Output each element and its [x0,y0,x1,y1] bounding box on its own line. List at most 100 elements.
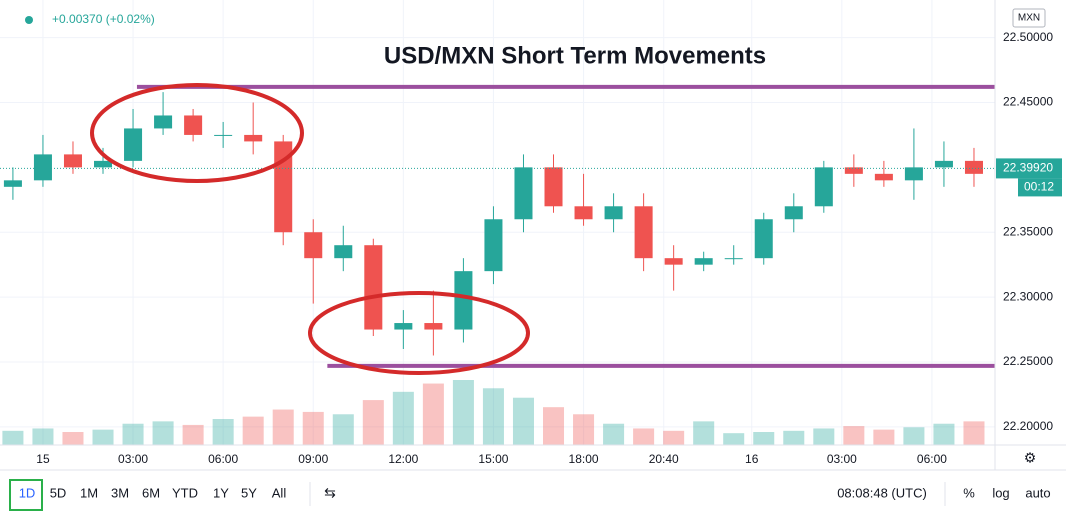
volume-bar [302,411,324,445]
scale-option[interactable]: auto [1025,485,1050,500]
candles [3,92,983,356]
candle-body [484,219,503,272]
candle-body [784,206,803,220]
volume-bar [573,414,595,445]
range-button[interactable]: 5Y [241,485,257,500]
candle-body [724,258,743,260]
volume-bar [422,383,444,445]
volume-bar [963,421,985,445]
selected-range [9,479,43,511]
volume-bar [152,421,174,445]
volume-bar [693,421,715,445]
candle-body [964,160,983,174]
last-price-label: 22.39920 [1003,161,1053,175]
range-button[interactable]: 1Y [213,485,229,500]
status-dot [25,16,33,24]
highlight-ellipse [308,291,530,375]
candle-body [154,115,173,129]
scale-option[interactable]: log [992,485,1009,500]
currency: MXN [1018,13,1040,24]
range-button[interactable]: 5D [50,485,67,500]
change-label: +0.00370 (+0.02%) [52,12,155,26]
currency-badge [1012,8,1046,28]
candle-body [604,206,623,220]
candle-body [634,206,653,259]
candle-body [244,134,263,142]
range-button[interactable]: 3M [111,485,129,500]
candle-body [904,167,923,181]
volume-bar [633,428,655,445]
candle-body [814,167,833,207]
x-tick-label: 15 [36,452,50,466]
candle-body [334,245,353,259]
x-tick-label: 06:00 [208,452,238,466]
volume-bar [242,416,264,445]
volume-bar [122,423,144,445]
volume-bar [933,423,955,445]
candle-body [94,160,113,168]
volume-bar [723,433,745,445]
compare-icon[interactable]: ⇆ [324,485,336,501]
candle-body [574,206,593,220]
candle-body [3,180,22,187]
y-tick-label: 22.45000 [1003,95,1053,109]
candle-body [124,128,143,161]
candle-body [304,232,323,259]
settings-icon[interactable]: ⚙ [1024,450,1037,466]
y-tick-label: 22.30000 [1003,289,1053,303]
candle-body [364,245,383,330]
candle-body [184,115,203,135]
volume-bar [92,429,114,445]
volume-bar [512,397,534,445]
candle-body [424,323,443,330]
range-button[interactable]: 6M [142,485,160,500]
volume-bar [543,407,565,445]
volume [2,380,985,445]
x-tick-label: 12:00 [388,452,418,466]
range-button[interactable]: All [272,485,287,500]
scale-option[interactable]: % [963,485,975,500]
volume-bar [62,432,84,445]
x-tick-label: 16 [745,452,759,466]
chart-title: USD/MXN Short Term Movements [384,42,766,69]
x-tick-label: 15:00 [478,452,508,466]
candle-body [664,258,683,265]
candle-body [844,167,863,174]
candle-body [454,271,473,330]
range-button[interactable]: 1D [19,485,36,500]
clock: 08:08:48 (UTC) [837,485,927,500]
volume-bar [903,427,925,445]
volume-bar [32,428,54,445]
range-button[interactable]: 1M [80,485,98,500]
volume-bar [843,426,865,445]
volume-bar [362,400,384,445]
countdown-badge [1018,178,1062,197]
candle-body [934,160,953,168]
range-button[interactable]: YTD [172,485,198,500]
candle-body [754,219,773,259]
candle-body [694,258,713,265]
volume-bar [212,419,234,445]
candle-body [514,167,533,220]
volume-bar [603,423,625,445]
volume-bar [182,424,204,445]
candle-body [214,134,233,136]
x-tick-label: 03:00 [827,452,857,466]
y-tick-label: 22.20000 [1003,419,1053,433]
y-tick-label: 22.25000 [1003,354,1053,368]
candle-body [33,154,52,181]
x-tick-label: 20:40 [649,452,679,466]
candle-body [544,167,563,207]
candle-body [874,173,893,181]
volume-bar [272,409,294,445]
highlight-ellipse [90,83,304,183]
volume-bar [332,414,354,445]
x-tick-label: 03:00 [118,452,148,466]
volume-bar [392,391,414,445]
volume-bar [783,430,805,445]
volume-bar [753,432,775,445]
candle-body [394,323,413,330]
last-price-badge [996,158,1062,179]
